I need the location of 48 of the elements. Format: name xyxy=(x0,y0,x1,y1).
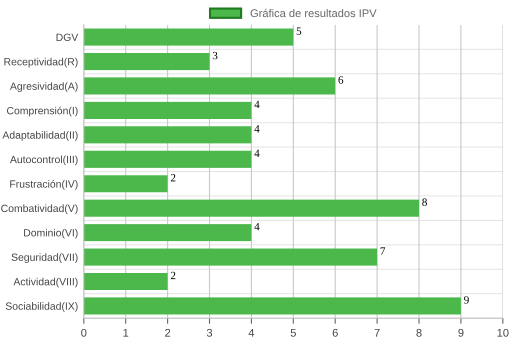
bar xyxy=(84,28,294,46)
data-label: 8 xyxy=(422,198,427,206)
bar xyxy=(84,224,252,242)
bar xyxy=(84,175,168,192)
data-label: 4 xyxy=(254,222,260,230)
data-label: 2 xyxy=(170,272,176,280)
legend-label: Gráfica de resultados IPV xyxy=(250,8,377,18)
data-label: 4 xyxy=(254,100,260,108)
x-tick-label: 5 xyxy=(290,328,296,337)
x-tick-label: 3 xyxy=(206,328,212,337)
y-tick-label: Autocontrol(III) xyxy=(10,156,78,166)
data-label: 3 xyxy=(212,52,218,60)
x-tick-label: 4 xyxy=(248,328,254,337)
y-tick-label: Combatividad(V) xyxy=(1,204,78,214)
y-tick-label: Sociabilidad(IX) xyxy=(6,302,78,312)
bar xyxy=(84,297,461,314)
bar xyxy=(84,248,378,266)
data-label: 4 xyxy=(254,125,260,132)
bar xyxy=(84,272,168,290)
data-label: 9 xyxy=(464,296,469,304)
bar xyxy=(84,77,336,95)
x-tick-label: 8 xyxy=(416,328,422,337)
y-tick-label: Comprensión(I) xyxy=(7,106,78,116)
y-tick-label: Actividad(VIII) xyxy=(13,278,78,288)
y-tick-label: Receptividad(R) xyxy=(4,58,78,68)
bar xyxy=(84,126,252,144)
data-label: 5 xyxy=(296,27,302,35)
x-tick-label: 6 xyxy=(332,328,338,337)
x-tick-label: 1 xyxy=(123,328,128,337)
data-label: 7 xyxy=(380,247,386,255)
x-tick-label: 10 xyxy=(497,328,509,337)
y-tick-label: Dominio(VI) xyxy=(24,228,78,239)
bar xyxy=(84,150,252,168)
y-tick-label: Seguridad(VII) xyxy=(12,253,78,263)
bar xyxy=(84,52,210,70)
x-tick-label: 2 xyxy=(165,328,170,337)
bar xyxy=(84,200,420,217)
bar xyxy=(84,102,252,119)
y-tick-label: Adaptabilidad(II) xyxy=(2,131,78,141)
data-label: 6 xyxy=(338,76,344,84)
x-tick-label: 0 xyxy=(81,328,86,337)
x-tick-label: 9 xyxy=(458,328,464,337)
y-tick-label: Agresividad(A) xyxy=(10,82,78,92)
y-tick-label: DGV xyxy=(56,34,78,41)
x-tick-label: 7 xyxy=(374,328,380,337)
data-label: 4 xyxy=(254,150,260,157)
data-label: 2 xyxy=(170,174,176,182)
y-tick-label: Frustración(IV) xyxy=(10,180,78,190)
